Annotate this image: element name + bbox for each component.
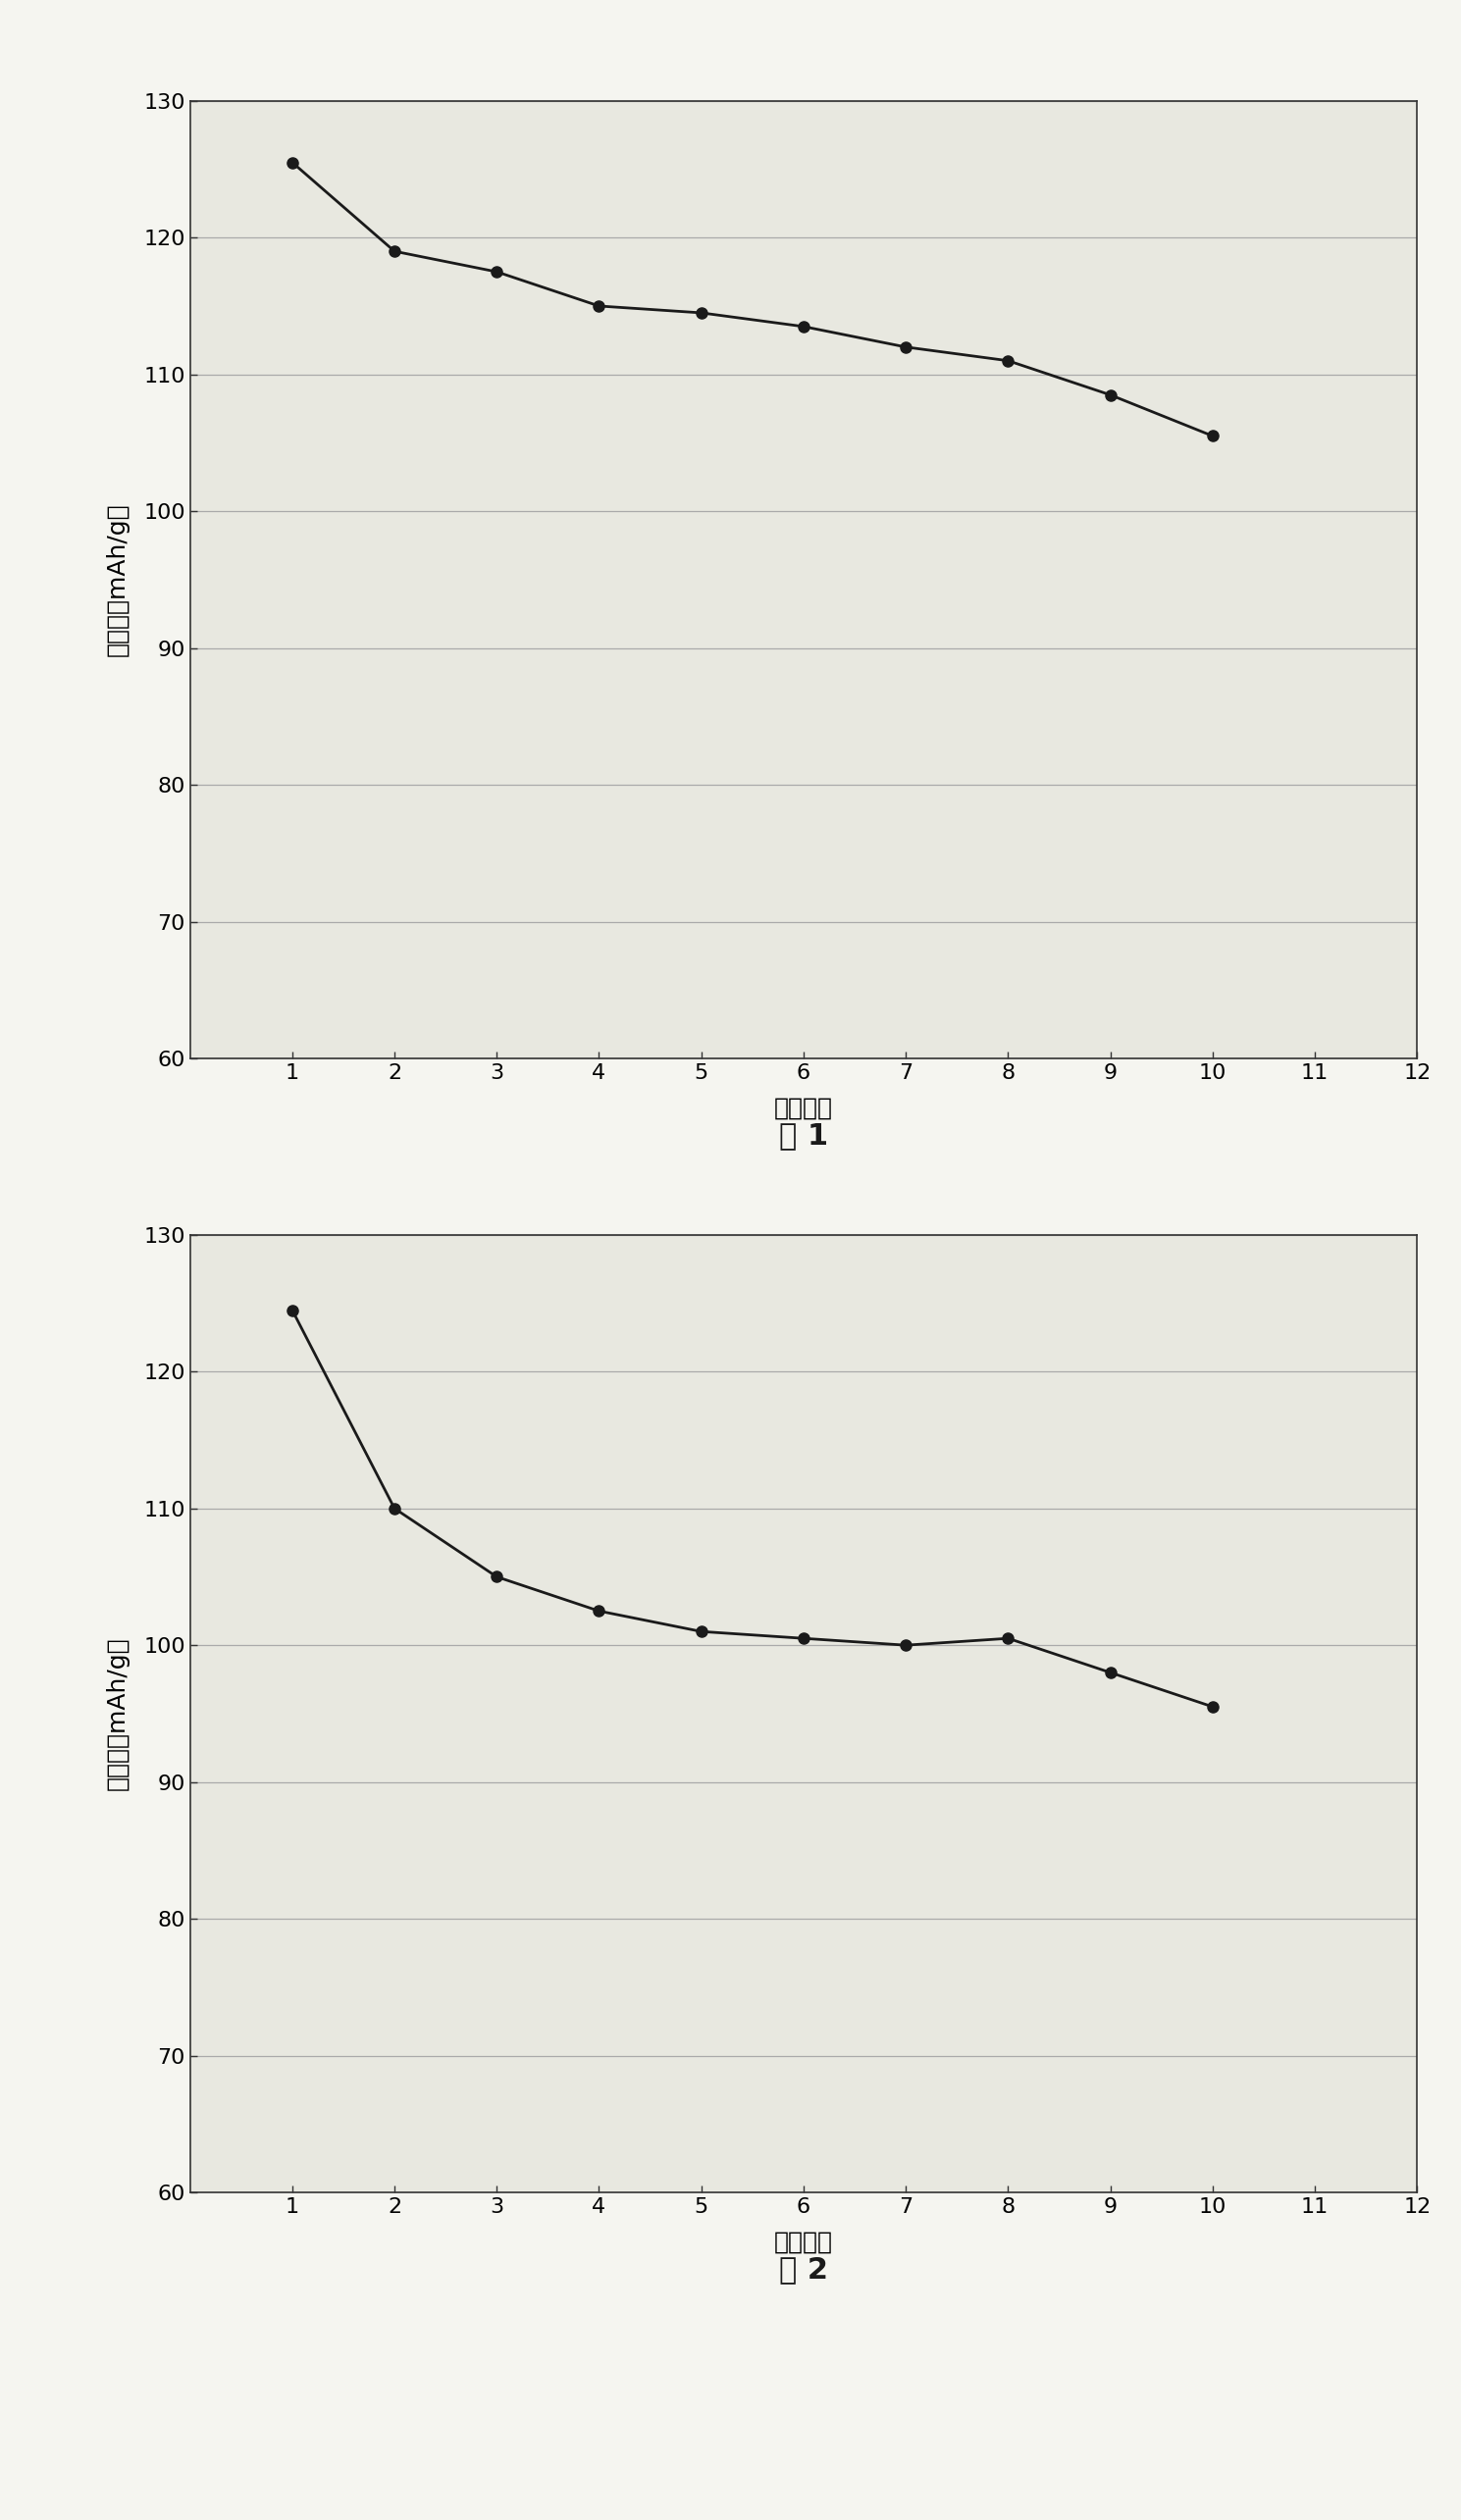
X-axis label: 循环次数: 循环次数 — [774, 2230, 833, 2253]
Y-axis label: 比容量（mAh/g）: 比容量（mAh/g） — [107, 504, 130, 655]
X-axis label: 循环次数: 循环次数 — [774, 1096, 833, 1119]
Y-axis label: 比容量（mAh/g）: 比容量（mAh/g） — [107, 1638, 130, 1789]
Text: 图 1: 图 1 — [779, 1121, 828, 1149]
Text: 图 2: 图 2 — [779, 2255, 828, 2283]
